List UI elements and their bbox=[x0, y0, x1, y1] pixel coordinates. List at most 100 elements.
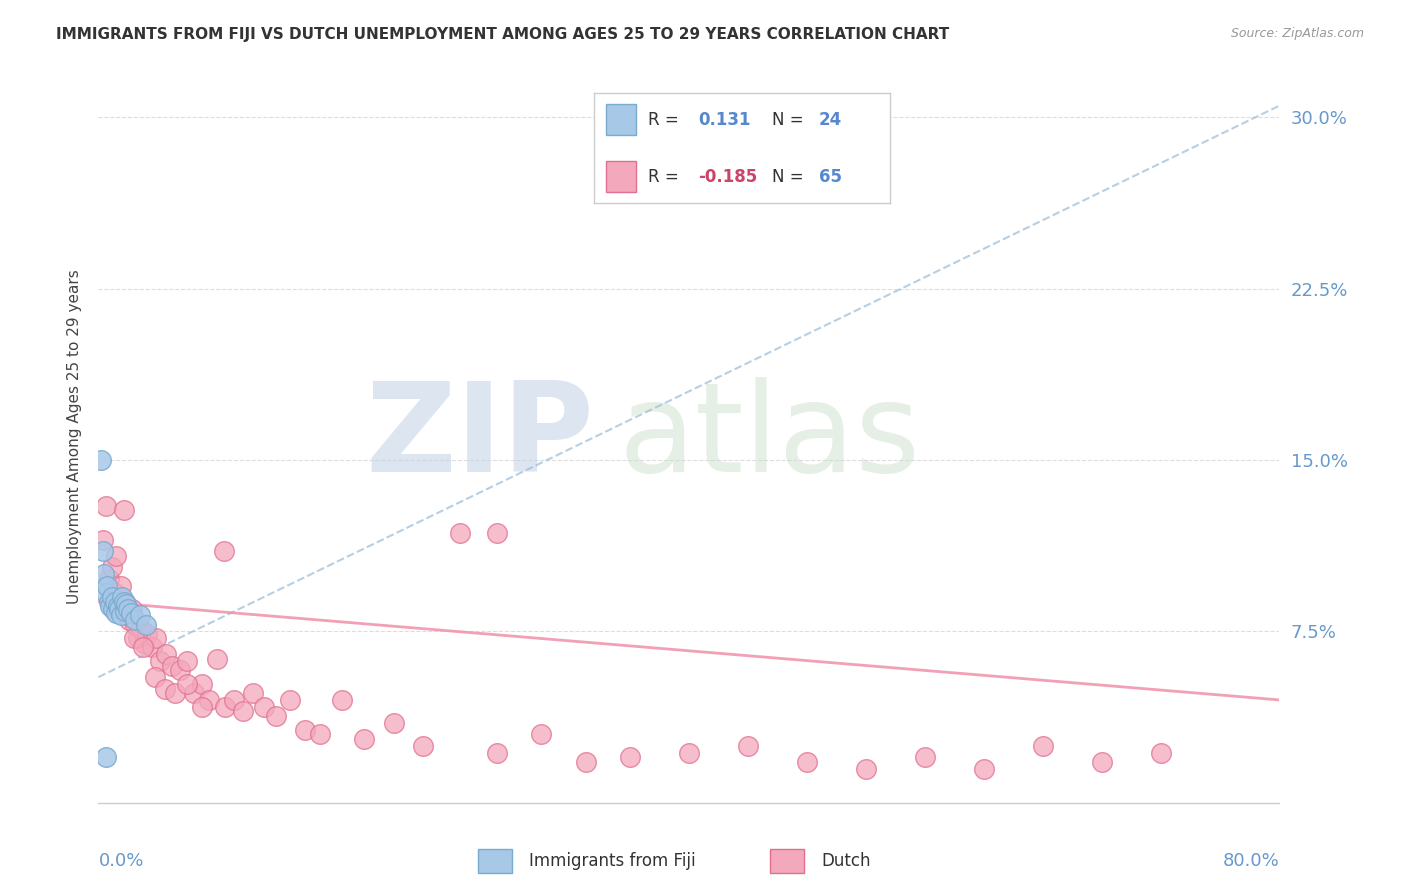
Point bbox=[134, 636, 156, 650]
Point bbox=[205, 652, 228, 666]
Point bbox=[100, 590, 122, 604]
Point bbox=[796, 755, 818, 769]
Point bbox=[115, 608, 138, 623]
Point bbox=[94, 499, 117, 513]
Point bbox=[176, 677, 198, 691]
Point bbox=[112, 594, 135, 608]
Point bbox=[309, 727, 332, 741]
Text: atlas: atlas bbox=[619, 376, 920, 498]
Point bbox=[183, 686, 205, 700]
Point bbox=[449, 526, 471, 541]
Point bbox=[212, 544, 235, 558]
Point bbox=[110, 579, 132, 593]
Point bbox=[737, 739, 759, 753]
Point bbox=[120, 606, 142, 620]
Point bbox=[100, 560, 122, 574]
Point bbox=[93, 567, 115, 582]
Point bbox=[619, 750, 641, 764]
Point bbox=[114, 594, 136, 608]
Point bbox=[191, 699, 214, 714]
Text: IMMIGRANTS FROM FIJI VS DUTCH UNEMPLOYMENT AMONG AGES 25 TO 29 YEARS CORRELATION: IMMIGRANTS FROM FIJI VS DUTCH UNEMPLOYME… bbox=[56, 27, 949, 42]
Text: Source: ZipAtlas.com: Source: ZipAtlas.com bbox=[1230, 27, 1364, 40]
Point bbox=[1150, 746, 1173, 760]
Point bbox=[135, 617, 157, 632]
Point bbox=[104, 585, 127, 599]
Point bbox=[242, 686, 264, 700]
Point bbox=[678, 746, 700, 760]
Point bbox=[107, 594, 129, 608]
Text: ZIP: ZIP bbox=[366, 376, 595, 498]
FancyBboxPatch shape bbox=[478, 849, 512, 873]
Point bbox=[232, 705, 254, 719]
Point bbox=[382, 715, 405, 730]
Point bbox=[574, 755, 596, 769]
Text: 0.0%: 0.0% bbox=[98, 852, 143, 870]
Point bbox=[111, 590, 134, 604]
Point bbox=[1091, 755, 1114, 769]
Point bbox=[132, 640, 155, 655]
Point bbox=[128, 608, 150, 623]
Y-axis label: Unemployment Among Ages 25 to 29 years: Unemployment Among Ages 25 to 29 years bbox=[66, 269, 82, 605]
Point bbox=[253, 699, 276, 714]
Point bbox=[94, 750, 117, 764]
Point bbox=[91, 533, 114, 547]
Point bbox=[165, 686, 187, 700]
Text: Immigrants from Fiji: Immigrants from Fiji bbox=[529, 852, 696, 870]
Point bbox=[855, 762, 877, 776]
FancyBboxPatch shape bbox=[770, 849, 804, 873]
Point bbox=[121, 601, 143, 615]
Text: 80.0%: 80.0% bbox=[1223, 852, 1279, 870]
Point bbox=[103, 601, 125, 615]
Point bbox=[94, 585, 117, 599]
Point bbox=[176, 654, 198, 668]
Point bbox=[122, 632, 145, 646]
Point bbox=[127, 632, 149, 646]
Point bbox=[143, 670, 166, 684]
Point bbox=[530, 727, 553, 741]
Point bbox=[96, 579, 118, 593]
Point bbox=[117, 601, 139, 615]
Point bbox=[124, 613, 146, 627]
Point bbox=[162, 658, 183, 673]
Point bbox=[264, 709, 287, 723]
Point bbox=[98, 599, 121, 614]
Point bbox=[486, 746, 509, 760]
Point bbox=[973, 762, 995, 776]
Point bbox=[149, 654, 172, 668]
Point bbox=[91, 544, 114, 558]
Point bbox=[155, 647, 177, 661]
Point bbox=[141, 640, 163, 655]
Point bbox=[118, 613, 141, 627]
Text: Dutch: Dutch bbox=[821, 852, 870, 870]
Point bbox=[198, 693, 221, 707]
Point bbox=[224, 693, 246, 707]
Point bbox=[107, 599, 129, 614]
Point bbox=[124, 617, 146, 632]
Point bbox=[105, 606, 128, 620]
Point bbox=[330, 693, 353, 707]
Point bbox=[145, 632, 167, 646]
Point bbox=[169, 663, 191, 677]
Point bbox=[412, 739, 434, 753]
Point bbox=[108, 601, 131, 615]
Point bbox=[97, 594, 120, 608]
Point bbox=[129, 622, 152, 636]
Point bbox=[353, 731, 375, 746]
Point bbox=[294, 723, 316, 737]
Point bbox=[105, 549, 128, 563]
Point bbox=[1032, 739, 1054, 753]
Point bbox=[97, 572, 120, 586]
Point bbox=[90, 453, 112, 467]
Point bbox=[278, 693, 302, 707]
Point bbox=[914, 750, 936, 764]
Point bbox=[191, 677, 214, 691]
Point bbox=[153, 681, 176, 696]
Point bbox=[104, 594, 127, 608]
Point bbox=[214, 699, 236, 714]
Point bbox=[110, 608, 132, 623]
Point bbox=[114, 604, 136, 618]
Point bbox=[136, 626, 159, 640]
Point bbox=[115, 597, 138, 611]
Point bbox=[112, 503, 135, 517]
Point bbox=[486, 526, 509, 541]
